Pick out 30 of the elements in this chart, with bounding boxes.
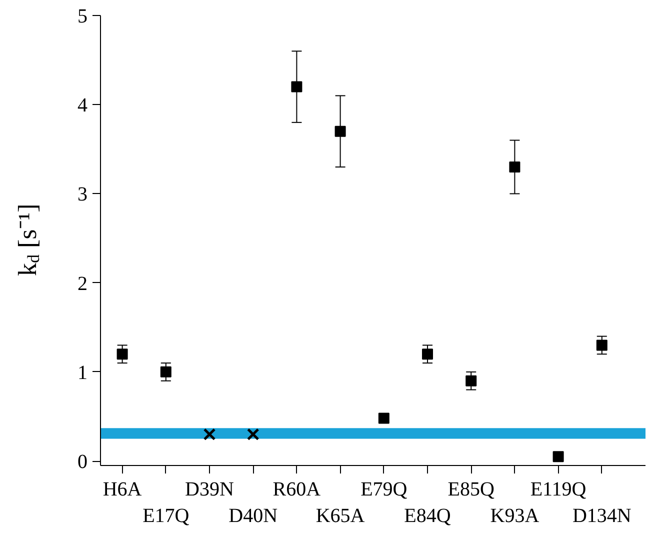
point — [552, 451, 564, 462]
y-tick-label: 2 — [78, 272, 88, 295]
x-tick-label: K65A — [316, 504, 366, 527]
y-tick-label: 0 — [78, 451, 88, 474]
point — [246, 428, 260, 441]
point — [509, 161, 520, 172]
point — [334, 126, 346, 137]
x-tick-label: K93A — [490, 504, 540, 527]
x-tick-label: D134N — [572, 504, 632, 527]
point — [596, 340, 608, 351]
y-tick-label: 5 — [78, 6, 88, 28]
point — [203, 428, 216, 441]
x-tick-label: E85Q — [448, 478, 495, 500]
point — [378, 412, 390, 424]
x-tick-label: E84Q — [404, 504, 452, 527]
point — [116, 348, 128, 360]
x-tick-label: D39N — [185, 478, 234, 500]
x-tick-label: E17Q — [142, 504, 190, 527]
point — [466, 375, 477, 386]
x-tick-label: D40N — [228, 504, 278, 527]
point — [160, 366, 172, 378]
point — [422, 348, 433, 360]
point — [291, 81, 302, 92]
y-tick-label: 3 — [78, 184, 88, 206]
x-tick-label: E119Q — [530, 478, 587, 500]
y-tick-label: 4 — [78, 94, 88, 117]
x-tick-label: R60A — [272, 478, 322, 500]
y-tick-label: 1 — [78, 362, 88, 384]
x-tick-label: E79Q — [360, 478, 408, 500]
x-tick-label: H6A — [102, 478, 142, 500]
